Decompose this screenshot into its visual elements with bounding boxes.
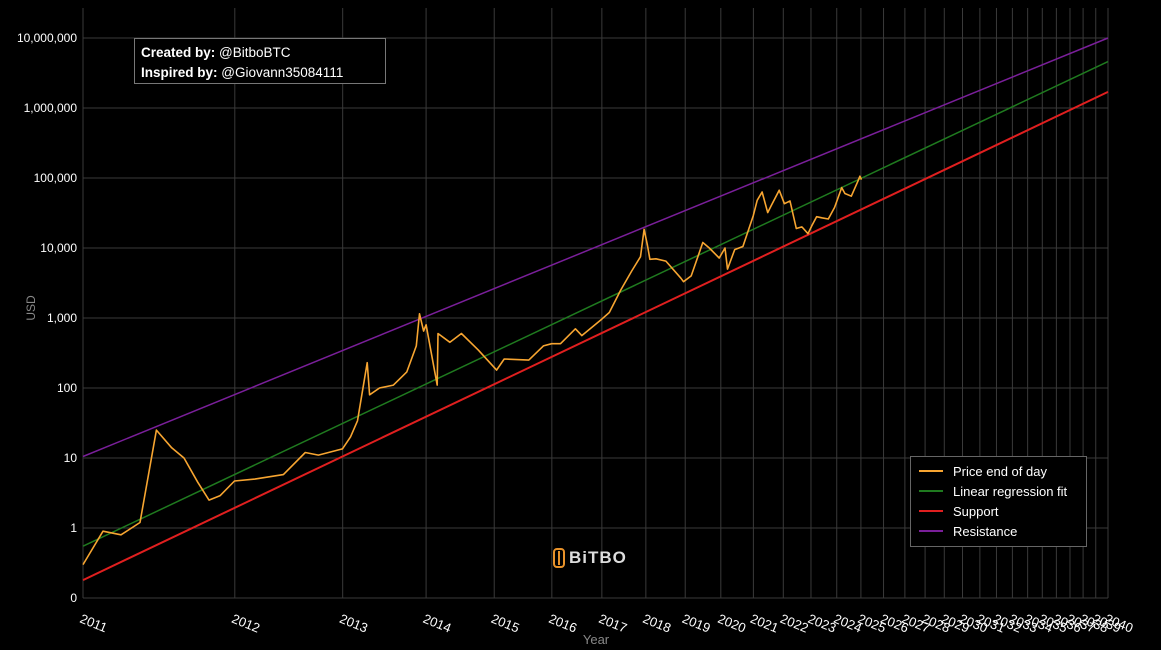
legend-swatch-regression <box>919 490 943 492</box>
legend-item-resistance[interactable]: Resistance <box>919 521 1086 541</box>
resistance-line <box>82 37 1109 458</box>
legend-item-regression[interactable]: Linear regression fit <box>919 481 1086 501</box>
x-tick-label: 2040 <box>1103 611 1135 636</box>
y-axis-label: USD <box>24 295 38 321</box>
y-tick-label: 10 <box>64 451 78 465</box>
created-by-value: @BitboBTC <box>219 45 291 60</box>
legend-item-support[interactable]: Support <box>919 501 1086 521</box>
price-line <box>82 175 863 566</box>
x-tick-label: 2021 <box>748 611 780 636</box>
support-line <box>82 90 1109 582</box>
inspired-by-line: Inspired by: @Giovann35084111 <box>141 63 379 83</box>
legend-item-price[interactable]: Price end of day <box>919 461 1086 481</box>
legend-swatch-price <box>919 470 943 472</box>
x-tick-label: 2013 <box>338 611 370 636</box>
created-by-label: Created by: <box>141 45 216 60</box>
x-tick-label: 2016 <box>547 611 579 636</box>
y-tick-label: 10,000 <box>40 241 77 255</box>
inspired-by-label: Inspired by: <box>141 65 218 80</box>
y-tick-labels: 0 1 10 100 1,000 10,000 100,000 1,000,000 10,000… <box>17 31 77 605</box>
legend-swatch-resistance <box>919 530 943 532</box>
legend-label-support: Support <box>953 503 999 519</box>
x-tick-label: 2020 <box>716 611 748 636</box>
bitbo-logo-icon <box>553 548 565 568</box>
x-tick-label: 2011 <box>78 611 110 635</box>
created-by-line: Created by: @BitboBTC <box>141 43 379 63</box>
legend-label-regression: Linear regression fit <box>953 483 1068 499</box>
legend-label-resistance: Resistance <box>953 523 1018 539</box>
y-tick-label: 10,000,000 <box>17 31 77 45</box>
regression-line <box>82 60 1109 547</box>
bitbo-watermark: BiTBO <box>553 548 627 568</box>
legend-label-price: Price end of day <box>953 463 1047 479</box>
x-tick-label: 2014 <box>421 611 453 636</box>
y-tick-label: 1,000,000 <box>24 101 78 115</box>
grid-layer <box>82 8 1109 599</box>
x-tick-label: 2012 <box>230 611 262 636</box>
series-layer <box>82 37 1109 582</box>
y-tick-label: 0 <box>70 591 77 605</box>
credit-box: Created by: @BitboBTC Inspired by: @Giov… <box>134 38 386 84</box>
x-tick-label: 2019 <box>680 611 712 636</box>
x-tick-label: 2018 <box>641 611 673 636</box>
x-axis-label: Year <box>583 632 610 647</box>
y-tick-label: 1,000 <box>47 311 77 325</box>
inspired-by-value: @Giovann35084111 <box>221 65 344 80</box>
legend-swatch-support <box>919 510 943 512</box>
y-tick-label: 100 <box>57 381 77 395</box>
y-tick-label: 100,000 <box>34 171 78 185</box>
y-tick-label: 1 <box>70 521 77 535</box>
bitbo-brand-text: BiTBO <box>569 548 627 567</box>
chart-legend[interactable]: Price end of day Linear regression fit S… <box>910 456 1087 547</box>
x-tick-label: 2015 <box>489 611 521 636</box>
